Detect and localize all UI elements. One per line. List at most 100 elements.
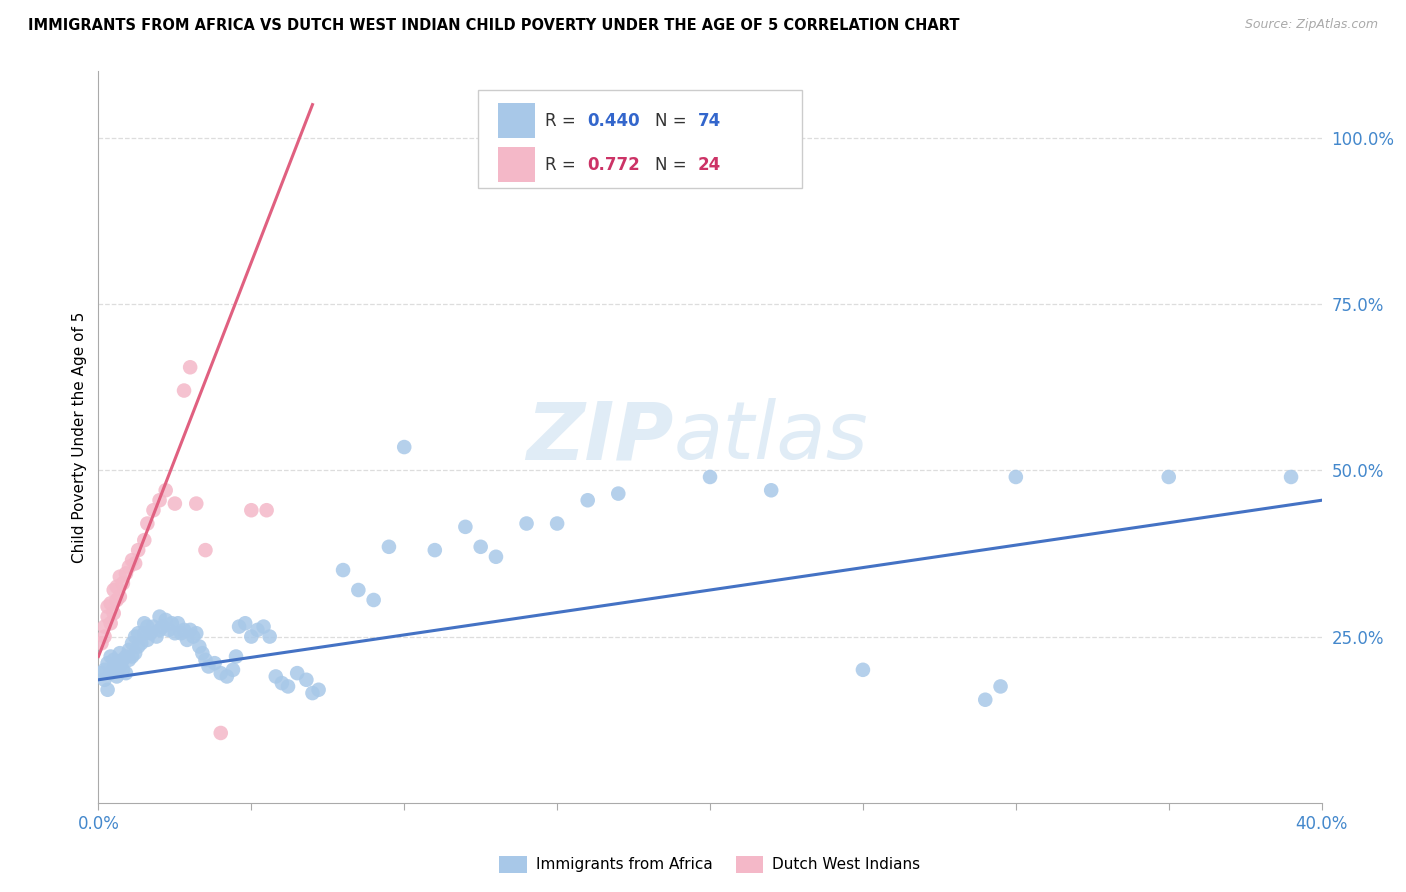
Point	[1004, 470, 1026, 484]
Point	[121, 649, 143, 664]
Point	[93, 673, 115, 687]
Text: 24: 24	[697, 155, 721, 174]
Point	[699, 470, 721, 484]
Text: R =: R =	[546, 155, 581, 174]
Point	[127, 640, 149, 654]
Point	[546, 516, 568, 531]
Point	[103, 663, 125, 677]
Point	[121, 553, 143, 567]
Point	[423, 543, 446, 558]
Point	[392, 440, 416, 454]
Point	[100, 596, 122, 610]
Point	[157, 623, 180, 637]
Point	[186, 626, 208, 640]
Text: IMMIGRANTS FROM AFRICA VS DUTCH WEST INDIAN CHILD POVERTY UNDER THE AGE OF 5 COR: IMMIGRANTS FROM AFRICA VS DUTCH WEST IND…	[28, 18, 960, 33]
FancyBboxPatch shape	[478, 90, 801, 188]
Point	[160, 616, 183, 631]
Point	[576, 493, 599, 508]
Point	[225, 649, 247, 664]
Point	[240, 503, 263, 517]
Point	[129, 636, 152, 650]
Point	[105, 669, 128, 683]
Text: 74: 74	[697, 112, 721, 129]
Point	[149, 623, 172, 637]
Point	[100, 649, 122, 664]
Point	[516, 516, 538, 531]
Point	[118, 643, 141, 657]
Point	[173, 384, 195, 398]
Point	[974, 692, 997, 706]
Point	[105, 656, 128, 670]
Point	[90, 666, 112, 681]
Text: ZIP: ZIP	[526, 398, 673, 476]
Point	[124, 557, 146, 571]
Point	[105, 593, 128, 607]
Point	[332, 563, 354, 577]
Point	[108, 659, 131, 673]
Point	[103, 653, 125, 667]
Point	[97, 682, 120, 697]
Point	[485, 549, 508, 564]
Point	[103, 582, 125, 597]
Point	[100, 666, 122, 681]
Point	[308, 682, 330, 697]
Point	[115, 566, 138, 581]
Point	[108, 590, 131, 604]
Point	[228, 619, 250, 633]
Point	[139, 626, 162, 640]
Point	[118, 559, 141, 574]
Text: 0.772: 0.772	[588, 155, 641, 174]
Point	[97, 656, 120, 670]
Point	[93, 630, 115, 644]
Point	[136, 619, 159, 633]
Y-axis label: Child Poverty Under the Age of 5: Child Poverty Under the Age of 5	[72, 311, 87, 563]
Point	[607, 486, 630, 500]
Point	[127, 626, 149, 640]
Point	[363, 593, 385, 607]
Point	[179, 623, 201, 637]
Point	[181, 630, 204, 644]
Point	[259, 630, 281, 644]
Point	[105, 580, 128, 594]
Point	[194, 653, 217, 667]
Point	[204, 656, 226, 670]
Point	[209, 666, 232, 681]
Point	[240, 630, 263, 644]
Point	[103, 607, 125, 621]
Point	[124, 630, 146, 644]
Point	[118, 653, 141, 667]
Point	[136, 516, 159, 531]
Text: Source: ZipAtlas.com: Source: ZipAtlas.com	[1244, 18, 1378, 31]
Point	[252, 619, 274, 633]
Text: atlas: atlas	[673, 398, 868, 476]
Point	[111, 653, 134, 667]
Point	[124, 646, 146, 660]
Point	[233, 616, 256, 631]
Point	[215, 669, 238, 683]
Point	[155, 483, 177, 498]
Point	[152, 619, 174, 633]
Point	[115, 649, 138, 664]
Point	[136, 632, 159, 647]
FancyBboxPatch shape	[498, 103, 536, 138]
Point	[990, 680, 1012, 694]
Point	[108, 646, 131, 660]
Point	[1279, 470, 1302, 484]
Point	[454, 520, 477, 534]
Point	[759, 483, 782, 498]
Point	[149, 609, 172, 624]
Point	[100, 616, 122, 631]
Point	[97, 599, 120, 614]
Point	[121, 636, 143, 650]
Point	[93, 663, 115, 677]
Point	[264, 669, 287, 683]
Point	[111, 576, 134, 591]
Point	[163, 497, 186, 511]
Point	[134, 533, 156, 548]
FancyBboxPatch shape	[498, 147, 536, 182]
Point	[97, 609, 120, 624]
Point	[108, 570, 131, 584]
Point	[127, 543, 149, 558]
Point	[115, 666, 138, 681]
Point	[145, 630, 167, 644]
